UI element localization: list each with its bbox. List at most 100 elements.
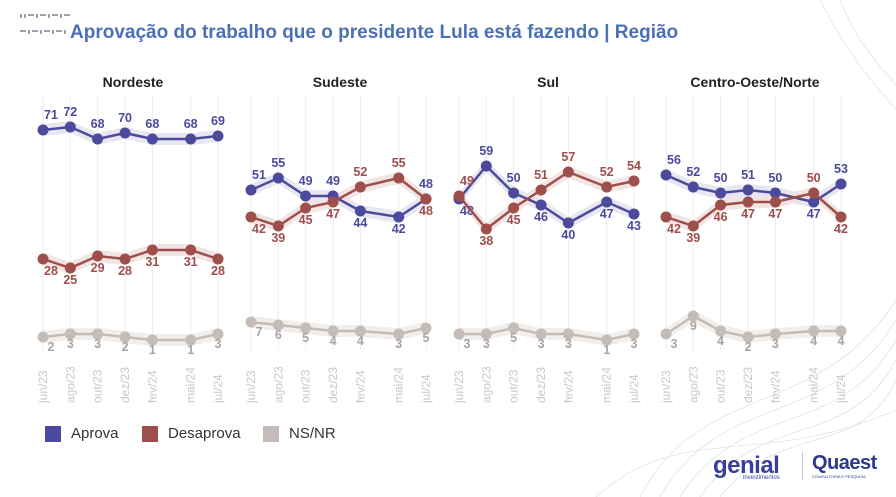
data-point (393, 328, 405, 340)
data-label: 56 (667, 153, 681, 167)
data-point (769, 187, 781, 199)
data-label: 52 (686, 165, 700, 179)
data-label: 39 (686, 231, 700, 245)
data-point (480, 223, 492, 235)
data-label: 39 (271, 231, 285, 245)
data-point (562, 217, 574, 229)
data-label: 31 (145, 255, 159, 269)
x-tick-label: fev/24 (353, 370, 367, 403)
legend-item-desaprova: Desaprova (142, 425, 241, 442)
data-point (245, 184, 257, 196)
data-label: 9 (690, 319, 697, 333)
data-label: 46 (714, 210, 728, 224)
data-label: 2 (122, 340, 129, 354)
x-tick-label: out/23 (299, 369, 313, 403)
x-tick-label: jun/23 (659, 370, 673, 404)
data-point (354, 325, 366, 337)
data-label: 50 (507, 171, 521, 185)
data-point (64, 121, 76, 133)
data-label: 46 (534, 210, 548, 224)
data-label: 47 (807, 207, 821, 221)
data-point (535, 184, 547, 196)
legend-swatch-desaprova (142, 425, 158, 442)
x-tick-label: dez/23 (118, 367, 132, 403)
data-label: 25 (63, 273, 77, 287)
data-label: 52 (353, 165, 367, 179)
data-label: 68 (184, 117, 198, 131)
data-label: 50 (768, 171, 782, 185)
data-point (508, 202, 520, 214)
data-point (742, 196, 754, 208)
legend-label-aprova: Aprova (71, 425, 119, 442)
x-tick-label: ago/23 (479, 366, 493, 403)
data-label: 49 (299, 174, 313, 188)
data-label: 68 (91, 117, 105, 131)
quaest-logo: Quaest CONSULTORIA E PESQUISA (812, 452, 878, 484)
legend-swatch-nsnr (263, 425, 279, 442)
data-point (327, 196, 339, 208)
data-point (742, 331, 754, 343)
data-point (300, 202, 312, 214)
x-tick-label: dez/23 (326, 367, 340, 403)
data-label: 47 (600, 207, 614, 221)
data-label: 4 (357, 334, 364, 348)
data-label: 1 (149, 343, 156, 357)
x-tick-label: dez/23 (741, 367, 755, 403)
x-tick-label: jun/23 (244, 370, 258, 404)
data-label: 72 (63, 105, 77, 119)
data-label: 31 (184, 255, 198, 269)
data-label: 48 (419, 204, 433, 218)
data-point (420, 193, 432, 205)
data-point (835, 211, 847, 223)
data-point (185, 133, 197, 145)
data-label: 52 (600, 165, 614, 179)
data-label: 4 (330, 334, 337, 348)
data-point (715, 199, 727, 211)
data-point (480, 160, 492, 172)
legend-label-desaprova: Desaprova (168, 425, 241, 442)
data-point (119, 253, 131, 265)
data-label: 57 (561, 150, 575, 164)
data-label: 3 (215, 337, 222, 351)
data-point (808, 325, 820, 337)
data-label: 49 (460, 174, 474, 188)
genial-logo-name: genial (713, 452, 780, 479)
data-point (535, 199, 547, 211)
data-label: 4 (810, 334, 817, 348)
data-point (601, 196, 613, 208)
data-label: 28 (44, 264, 58, 278)
data-label: 1 (603, 343, 610, 357)
data-label: 38 (479, 234, 493, 248)
data-point (480, 328, 492, 340)
data-label: 3 (464, 337, 471, 351)
data-label: 55 (392, 156, 406, 170)
x-tick-label: jun/23 (452, 370, 466, 404)
data-label: 47 (768, 207, 782, 221)
data-point (562, 166, 574, 178)
data-label: 47 (741, 207, 755, 221)
x-tick-label: ago/23 (686, 366, 700, 403)
x-tick-label: mai/24 (184, 367, 198, 403)
data-point (601, 181, 613, 193)
x-tick-label: jul/24 (834, 374, 848, 404)
data-point (393, 172, 405, 184)
x-tick-label: jul/24 (627, 374, 641, 404)
series-band (666, 310, 841, 343)
data-label: 28 (211, 264, 225, 278)
data-label: 42 (834, 222, 848, 236)
x-tick-label: ago/23 (271, 366, 285, 403)
data-label: 51 (252, 168, 266, 182)
data-label: 42 (392, 222, 406, 236)
data-point (212, 130, 224, 142)
data-point (245, 316, 257, 328)
data-label: 3 (631, 337, 638, 351)
genial-logo: genial investimentos (713, 452, 795, 484)
quaest-logo-sub: CONSULTORIA E PESQUISA (812, 474, 866, 479)
x-tick-label: out/23 (91, 369, 105, 403)
data-point (37, 124, 49, 136)
data-label: 42 (252, 222, 266, 236)
data-point (272, 319, 284, 331)
chart-panel-0: Nordeste jun/23 ago/23 out/23 dez/23 fev/24 ma… (36, 74, 225, 404)
data-label: 68 (145, 117, 159, 131)
data-label: 5 (302, 331, 309, 345)
